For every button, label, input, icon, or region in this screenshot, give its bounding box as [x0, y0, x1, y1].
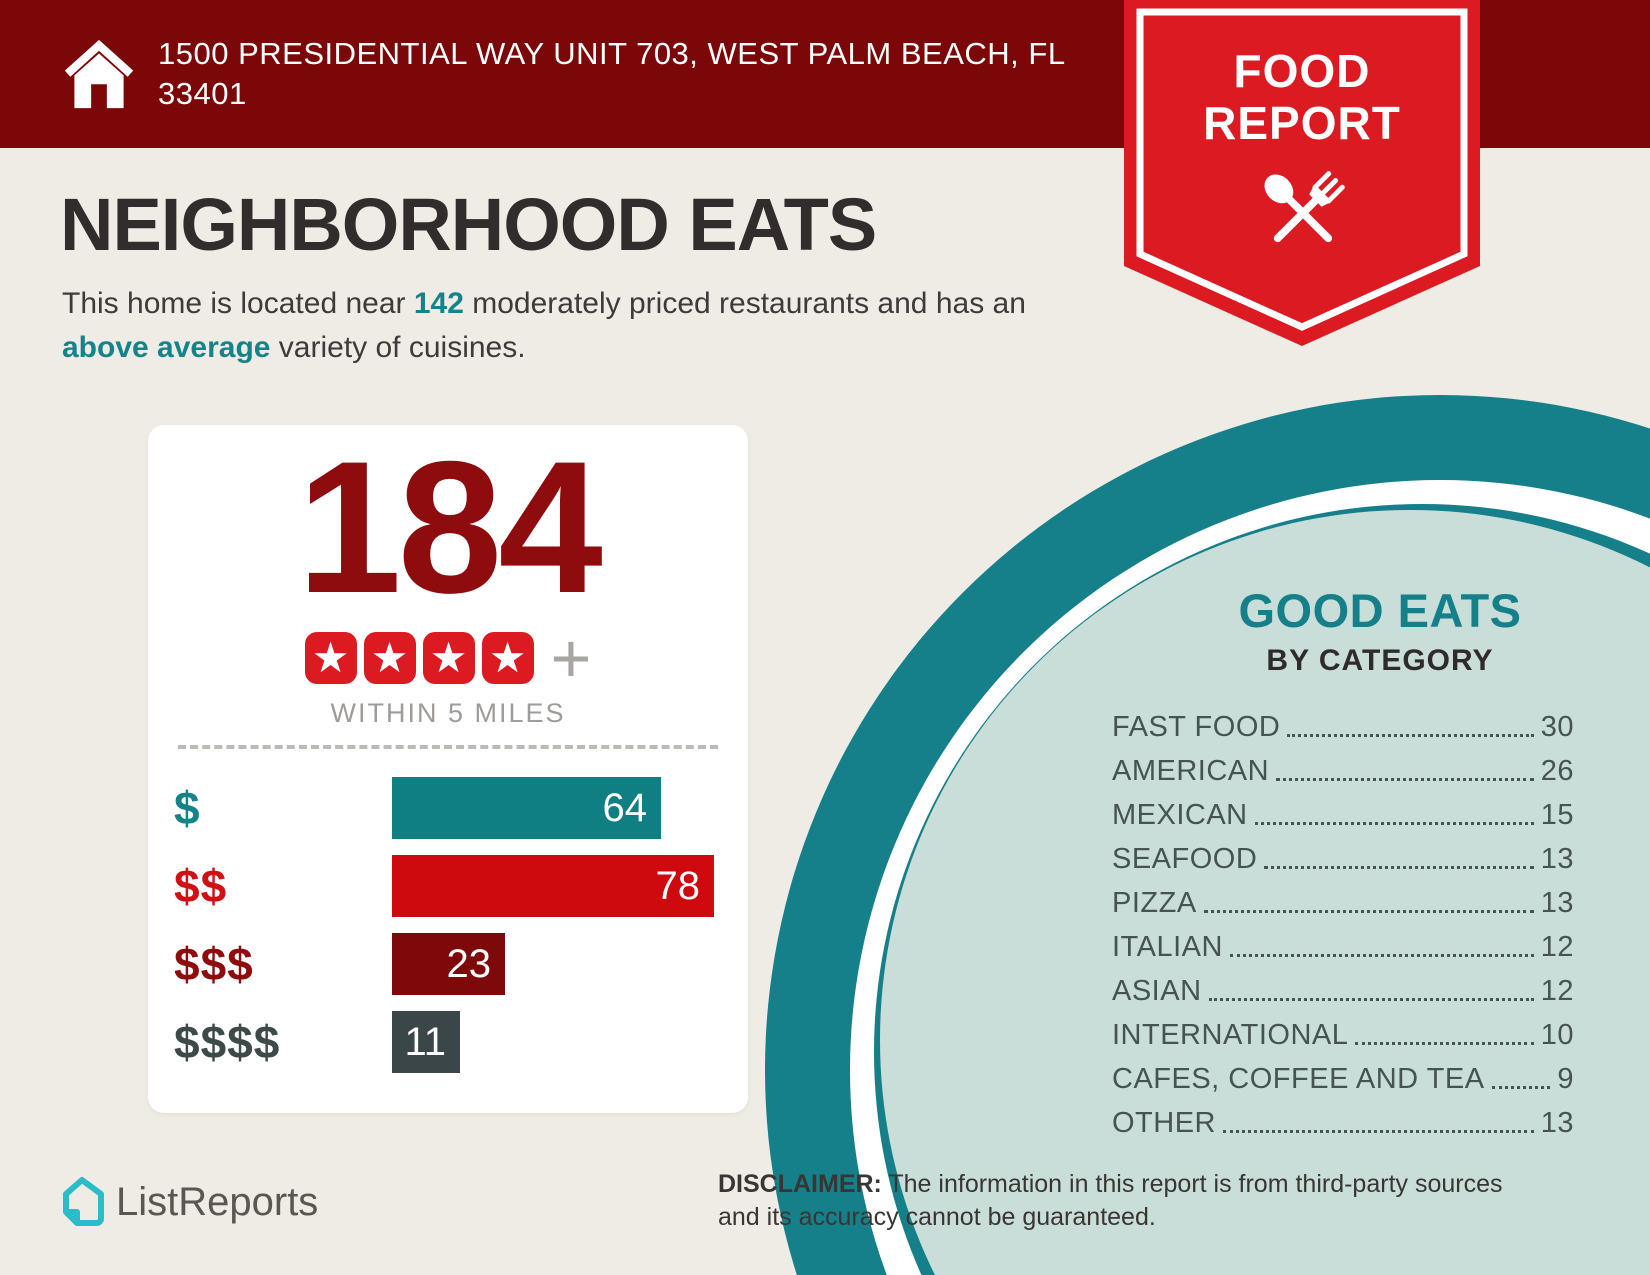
dotted-leader	[1276, 778, 1534, 781]
star-icon: ★	[422, 632, 475, 684]
price-tier-label: $$$$	[174, 1016, 281, 1068]
category-row: OTHER 13	[1112, 1107, 1574, 1140]
star-icons: ★ ★ ★ ★	[304, 632, 534, 684]
price-tier-label: $$$	[174, 938, 254, 990]
dotted-leader	[1254, 822, 1534, 825]
radius-label: WITHIN 5 MILES	[330, 698, 566, 728]
price-tier-label: $$	[174, 860, 228, 912]
disclaimer-text: The information in this report is from t…	[718, 1170, 1503, 1231]
category-value: 10	[1540, 1019, 1574, 1051]
price-bar: 78	[392, 855, 714, 917]
intro-part2: moderately priced restaurants and has an	[463, 287, 1026, 320]
dotted-leader	[1491, 1086, 1551, 1089]
dotted-leader	[1229, 954, 1534, 957]
plus-icon: +	[550, 619, 592, 697]
category-row: FAST FOOD 30	[1112, 711, 1574, 744]
ribbon-shape	[1124, 0, 1480, 346]
dotted-leader	[1264, 866, 1534, 869]
category-value: 13	[1540, 887, 1574, 919]
intro-part3: variety of cuisines.	[270, 331, 526, 364]
stats-card: 184 ★ ★ ★ ★ + WITHIN 5 MILES $64 $$ 78 $$$ 23 $$…	[148, 425, 748, 1113]
property-address: 1500 PRESIDENTIAL WAY UNIT 703, WEST PAL…	[158, 36, 1065, 111]
star-icon: ★	[304, 632, 357, 684]
variety-highlight: above average	[62, 331, 271, 364]
category-row: ITALIAN 12	[1112, 931, 1574, 964]
price-bar-value: 11	[404, 1019, 446, 1064]
restaurant-count: 142	[413, 287, 464, 320]
home-icon	[58, 32, 140, 116]
category-row: CAFES, COFFEE AND TEA 9	[1112, 1063, 1574, 1096]
badge-title-line1: FOOD	[1233, 45, 1371, 97]
price-bar-row: $$$ 23	[174, 933, 748, 995]
badge-title-line2: REPORT	[1203, 97, 1401, 149]
category-label: FAST FOOD	[1112, 711, 1281, 743]
total-restaurants: 184	[297, 422, 603, 632]
category-label: SEAFOOD	[1112, 843, 1258, 875]
price-bar-chart: $64 $$ 78 $$$ 23 $$$$ 11	[148, 777, 748, 1073]
star-icon: ★	[481, 632, 534, 684]
dotted-leader	[1287, 734, 1534, 737]
listreports-logo: ListReports	[58, 1176, 318, 1228]
price-bar-value: 78	[655, 863, 701, 908]
category-row: PIZZA 13	[1112, 887, 1574, 920]
category-row: AMERICAN 26	[1112, 755, 1574, 788]
category-row: INTERNATIONAL 10	[1112, 1019, 1574, 1052]
price-bar-value: 64	[602, 785, 648, 830]
category-value: 12	[1540, 931, 1574, 963]
intro-text: This home is located near 142 moderately…	[62, 282, 1042, 370]
price-bar-row: $64	[174, 777, 748, 839]
listreports-house-icon	[58, 1176, 106, 1228]
price-bar: 23	[392, 933, 505, 995]
intro-part1: This home is located near	[62, 287, 414, 320]
category-label: PIZZA	[1112, 887, 1197, 919]
food-report-badge: FOOD REPORT	[1118, 0, 1486, 352]
category-value: 9	[1557, 1063, 1574, 1095]
category-label: ASIAN	[1112, 975, 1202, 1007]
category-row: ASIAN 12	[1112, 975, 1574, 1008]
star-rating: ★ ★ ★ ★ +	[148, 619, 748, 697]
category-value: 15	[1540, 799, 1574, 831]
category-list: FAST FOOD 30 AMERICAN 26 MEXICAN 15 SEAFOOD 13 P…	[1112, 711, 1574, 1152]
price-bar-row: $$$$ 11	[174, 1011, 748, 1073]
price-bar-row: $$ 78	[174, 855, 748, 917]
good-eats-title: GOOD EATS	[1238, 584, 1522, 637]
category-label: CAFES, COFFEE AND TEA	[1112, 1063, 1485, 1095]
category-value: 12	[1540, 975, 1574, 1007]
listreports-logo-text: ListReports	[116, 1179, 319, 1224]
page-title: NEIGHBORHOOD EATS	[60, 183, 877, 266]
category-row: SEAFOOD 13	[1112, 843, 1574, 876]
dotted-leader	[1208, 998, 1534, 1001]
star-icon: ★	[363, 632, 416, 684]
spoon-fork-icon	[1248, 158, 1358, 268]
category-label: INTERNATIONAL	[1112, 1019, 1349, 1051]
category-label: MEXICAN	[1112, 799, 1248, 831]
good-eats-subtitle: BY CATEGORY	[1266, 644, 1494, 677]
category-label: OTHER	[1112, 1107, 1216, 1139]
dotted-leader	[1223, 1130, 1534, 1133]
dotted-leader	[1355, 1042, 1534, 1045]
category-value: 30	[1540, 711, 1574, 743]
category-label: AMERICAN	[1112, 755, 1270, 787]
dashed-divider	[178, 745, 718, 749]
category-value: 26	[1540, 755, 1574, 787]
price-bar-value: 23	[446, 941, 492, 986]
category-label: ITALIAN	[1112, 931, 1223, 963]
price-tier-label: $	[174, 782, 201, 834]
good-eats-heading: GOOD EATS BY CATEGORY	[1180, 583, 1580, 678]
price-bar: 64	[392, 777, 661, 839]
disclaimer: DISCLAIMER: The information in this repo…	[718, 1168, 1518, 1234]
dotted-leader	[1203, 910, 1534, 913]
disclaimer-label: DISCLAIMER:	[718, 1170, 882, 1198]
category-value: 13	[1540, 843, 1574, 875]
price-bar: 11	[392, 1011, 460, 1073]
category-value: 13	[1540, 1107, 1574, 1139]
category-row: MEXICAN 15	[1112, 799, 1574, 832]
